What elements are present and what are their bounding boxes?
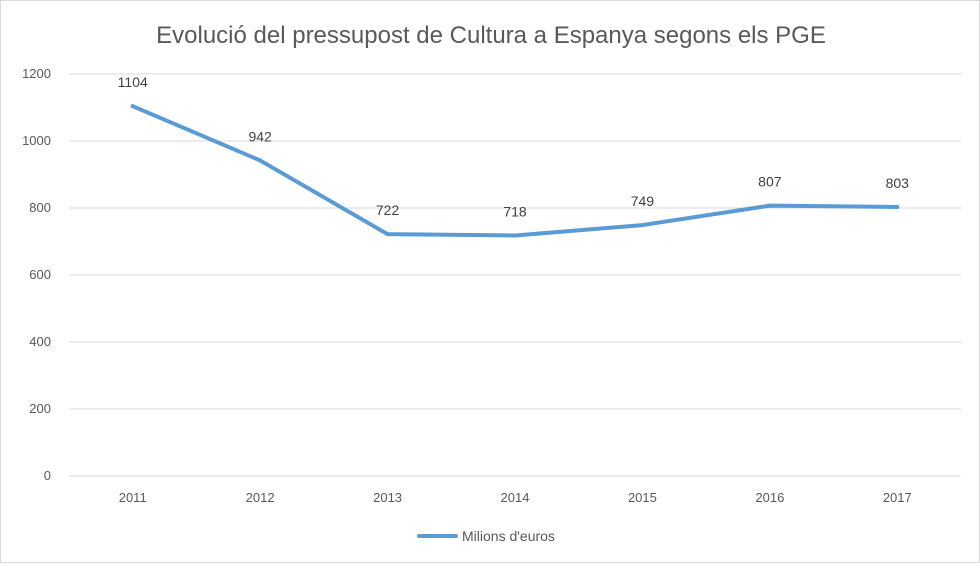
legend: Milions d'euros: [417, 528, 555, 544]
x-tick-label: 2013: [373, 490, 402, 505]
data-label: 1104: [118, 74, 148, 90]
x-tick-label: 2017: [883, 490, 912, 505]
x-tick-label: 2011: [119, 490, 147, 505]
data-label: 722: [376, 202, 400, 218]
data-label: 718: [503, 203, 527, 219]
data-labels: 1104 942 722 718 749 807 803: [118, 74, 910, 219]
data-point: [895, 204, 900, 209]
y-tick-label: 200: [29, 401, 51, 416]
y-axis-ticks: 0 200 400 600 800 1000 1200: [22, 66, 51, 483]
data-label: 942: [248, 128, 272, 144]
data-point: [385, 232, 390, 237]
x-tick-label: 2014: [501, 490, 530, 505]
y-tick-label: 0: [44, 468, 51, 483]
y-tick-label: 600: [29, 267, 51, 282]
data-point: [767, 203, 772, 208]
x-tick-label: 2015: [628, 490, 657, 505]
series: [130, 104, 900, 238]
x-axis-ticks: 2011 2012 2013 2014 2015 2016 2017: [119, 490, 912, 505]
data-label: 749: [631, 193, 655, 209]
y-tick-label: 400: [29, 334, 51, 349]
data-point: [258, 158, 263, 163]
y-tick-label: 800: [29, 200, 51, 215]
y-tick-label: 1000: [22, 133, 51, 148]
data-point: [130, 104, 135, 109]
y-tick-label: 1200: [22, 66, 51, 81]
data-point: [513, 233, 517, 238]
chart-title: Evolució del pressupost de Cultura a Esp…: [156, 22, 826, 49]
x-tick-label: 2012: [246, 490, 275, 505]
data-point: [640, 223, 645, 228]
x-tick-label: 2016: [755, 490, 784, 505]
data-label: 807: [758, 174, 782, 190]
data-label: 803: [886, 175, 910, 191]
legend-label: Milions d'euros: [462, 528, 555, 544]
